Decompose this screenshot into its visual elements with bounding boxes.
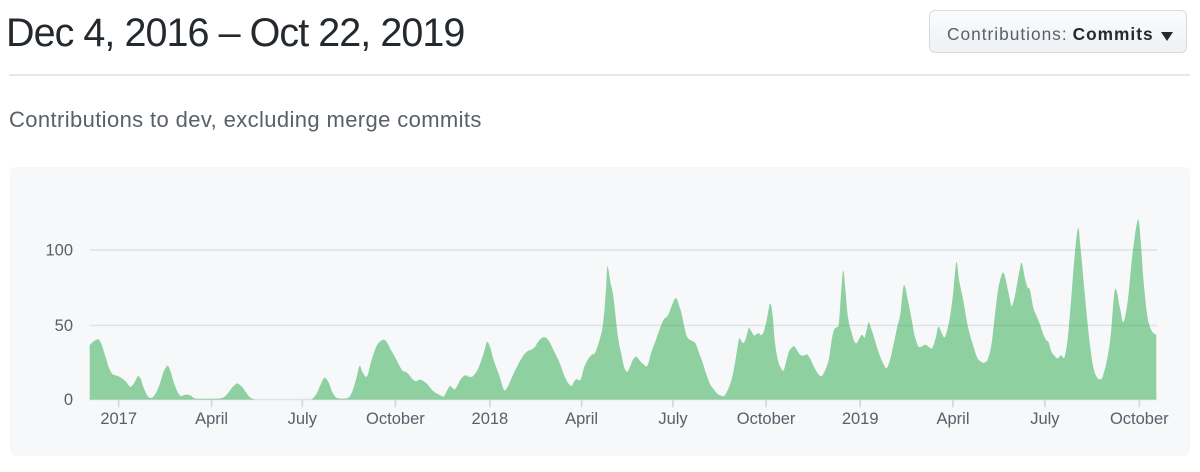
svg-text:2018: 2018 <box>472 410 509 428</box>
svg-text:October: October <box>737 410 796 428</box>
svg-text:April: April <box>195 410 228 428</box>
svg-text:April: April <box>936 410 969 428</box>
svg-text:0: 0 <box>64 391 73 409</box>
svg-text:2017: 2017 <box>100 410 137 428</box>
svg-text:October: October <box>366 410 425 428</box>
svg-text:50: 50 <box>55 317 73 335</box>
svg-text:100: 100 <box>45 242 73 260</box>
svg-text:2019: 2019 <box>842 410 879 428</box>
svg-text:April: April <box>565 410 598 428</box>
svg-text:July: July <box>658 410 688 428</box>
svg-text:July: July <box>1030 410 1060 428</box>
svg-text:July: July <box>288 410 318 428</box>
svg-text:October: October <box>1110 410 1169 428</box>
